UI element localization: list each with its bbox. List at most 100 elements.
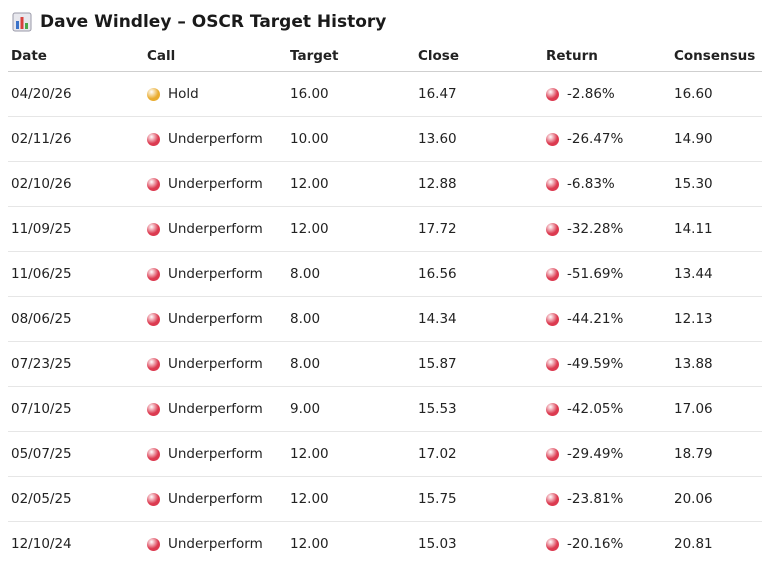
- column-header: Consensus: [674, 47, 756, 64]
- cell: -2.86%: [543, 86, 671, 102]
- cell-text: 08/06/25: [11, 311, 72, 327]
- cell-text: 15.87: [418, 356, 457, 372]
- cell-text: 12.88: [418, 176, 457, 192]
- cell: 15.30: [671, 176, 762, 192]
- cell-text: 8.00: [290, 266, 321, 282]
- cell: 14.90: [671, 131, 762, 147]
- cell: Underperform: [144, 446, 287, 462]
- cell-text: 20.81: [674, 536, 713, 552]
- cell: 15.03: [415, 536, 543, 552]
- cell-text: 13.88: [674, 356, 713, 372]
- cell-text: 18.79: [674, 446, 713, 462]
- call-dot: [147, 357, 160, 371]
- title: Dave Windley – OSCR Target History: [40, 12, 387, 32]
- call-dot: [147, 537, 160, 551]
- cell: 12.00: [287, 221, 415, 237]
- history-table: Date Call Target Close Return Consensus 04/20…: [8, 40, 762, 566]
- call-dot: [147, 492, 160, 506]
- return-dot: [546, 222, 559, 236]
- cell: 13.60: [415, 131, 543, 147]
- column-header: Return: [546, 47, 598, 64]
- cell-text: Underperform: [168, 536, 263, 552]
- cell-text: 15.53: [418, 401, 457, 417]
- cell: 05/07/25: [8, 446, 144, 462]
- header-row: Date Call Target Close Return Consensus: [8, 40, 762, 72]
- cell-text: -32.28%: [567, 221, 624, 237]
- cell: Underperform: [144, 311, 287, 327]
- cell-text: 12.00: [290, 536, 329, 552]
- return-dot: [546, 177, 559, 191]
- cell: -51.69%: [543, 266, 671, 282]
- return-dot: [546, 312, 559, 326]
- cell: Underperform: [144, 491, 287, 507]
- cell: 12.00: [287, 491, 415, 507]
- cell-text: 12.00: [290, 491, 329, 507]
- table-row: 05/07/25 Underperform 12.00 17.02 -29.49% 18.…: [8, 432, 762, 477]
- cell-text: 14.11: [674, 221, 713, 237]
- cell: -44.21%: [543, 311, 671, 327]
- cell: -42.05%: [543, 401, 671, 417]
- cell: -20.16%: [543, 536, 671, 552]
- cell: 12.00: [287, 536, 415, 552]
- call-dot: [147, 402, 160, 416]
- cell-text: 8.00: [290, 311, 321, 327]
- cell: 07/23/25: [8, 356, 144, 372]
- cell: 11/06/25: [8, 266, 144, 282]
- cell-text: 8.00: [290, 356, 321, 372]
- call-dot: [147, 222, 160, 236]
- cell-text: 05/07/25: [11, 446, 72, 462]
- cell-text: 17.72: [418, 221, 457, 237]
- cell-text: 17.02: [418, 446, 457, 462]
- cell: 17.72: [415, 221, 543, 237]
- cell: 15.87: [415, 356, 543, 372]
- call-dot: [147, 447, 160, 461]
- cell-text: 02/11/26: [11, 131, 72, 147]
- cell-text: Underperform: [168, 131, 263, 147]
- cell: Hold: [144, 86, 287, 102]
- return-dot: [546, 402, 559, 416]
- return-dot: [546, 447, 559, 461]
- cell: 9.00: [287, 401, 415, 417]
- table-row: 04/20/26 Hold 16.00 16.47 -2.86% 16.60: [8, 72, 762, 117]
- cell: 12.88: [415, 176, 543, 192]
- cell-text: 07/10/25: [11, 401, 72, 417]
- cell: 17.06: [671, 401, 762, 417]
- cell: Underperform: [144, 356, 287, 372]
- table-row: 11/06/25 Underperform 8.00 16.56 -51.69% 13.4…: [8, 252, 762, 297]
- cell: -26.47%: [543, 131, 671, 147]
- cell: 8.00: [287, 266, 415, 282]
- cell: 11/09/25: [8, 221, 144, 237]
- cell: 8.00: [287, 311, 415, 327]
- cell: 02/05/25: [8, 491, 144, 507]
- cell: -49.59%: [543, 356, 671, 372]
- cell: 15.75: [415, 491, 543, 507]
- cell-text: -6.83%: [567, 176, 615, 192]
- cell-text: Underperform: [168, 356, 263, 372]
- cell: 17.02: [415, 446, 543, 462]
- table-row: 02/10/26 Underperform 12.00 12.88 -6.83% 15.3…: [8, 162, 762, 207]
- cell-text: 04/20/26: [11, 86, 72, 102]
- cell: Underperform: [144, 176, 287, 192]
- cell: 14.11: [671, 221, 762, 237]
- cell: 13.44: [671, 266, 762, 282]
- cell-text: 11/09/25: [11, 221, 72, 237]
- column-header: Target: [290, 47, 339, 64]
- cell-text: 20.06: [674, 491, 713, 507]
- cell: 08/06/25: [8, 311, 144, 327]
- cell-text: 12/10/24: [11, 536, 72, 552]
- cell-text: 16.60: [674, 86, 713, 102]
- cell-text: 14.34: [418, 311, 457, 327]
- cell-text: 16.00: [290, 86, 329, 102]
- cell: 12.00: [287, 176, 415, 192]
- cell-text: 02/05/25: [11, 491, 72, 507]
- cell: Underperform: [144, 536, 287, 552]
- cell-text: -26.47%: [567, 131, 624, 147]
- cell: 07/10/25: [8, 401, 144, 417]
- cell: 16.60: [671, 86, 762, 102]
- call-dot: [147, 132, 160, 146]
- cell-text: 02/10/26: [11, 176, 72, 192]
- cell: -29.49%: [543, 446, 671, 462]
- cell: 12.13: [671, 311, 762, 327]
- cell-text: 12.00: [290, 221, 329, 237]
- cell-text: 10.00: [290, 131, 329, 147]
